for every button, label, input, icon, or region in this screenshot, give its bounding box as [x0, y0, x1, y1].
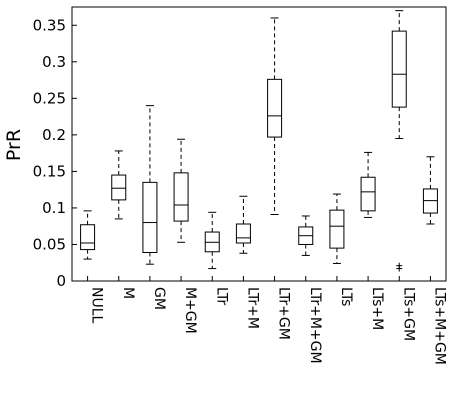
- box-iqr: [142, 181, 158, 254]
- box-LTr+GM: [267, 17, 283, 216]
- box-iqr: [111, 174, 127, 201]
- x-tick-label: LTr+M: [244, 287, 260, 329]
- x-tick-label: LTr+GM: [276, 287, 292, 340]
- box-LTs+GM: [391, 10, 407, 272]
- box-LTs: [329, 193, 345, 264]
- box-LTs+M: [360, 151, 376, 218]
- box-iqr: [267, 78, 283, 138]
- y-tick-label: 0.15: [33, 162, 66, 180]
- x-tick-label: LTr+M+GM: [307, 287, 323, 364]
- x-tick-label: M+GM: [182, 287, 198, 334]
- box-GM: [142, 105, 158, 265]
- y-tick-label: 0.2: [42, 126, 66, 144]
- box-iqr: [235, 223, 251, 244]
- x-tick-label: LTs+M: [369, 287, 385, 330]
- y-tick-label: 0.3: [42, 53, 66, 71]
- box-LTr+M: [235, 195, 251, 254]
- y-tick-label: 0.1: [42, 199, 66, 217]
- x-tick-label: LTr: [213, 287, 229, 305]
- box-M: [111, 150, 127, 220]
- box-NULL: [80, 210, 96, 260]
- box-iqr: [329, 209, 345, 249]
- x-tick-label: LTs: [338, 287, 354, 306]
- x-tick-label: M: [120, 287, 136, 299]
- x-tick-label: LTs+GM: [400, 287, 416, 341]
- box-iqr: [391, 30, 407, 108]
- x-tick-label: NULL: [89, 287, 105, 324]
- y-tick-label: 0.25: [33, 89, 66, 107]
- plot-frame: [71, 6, 447, 282]
- x-axis-labels: NULL M GM M+GM LTr LTr+M LTr+GM LTr+M+GM LTs LTs+…: [87, 276, 447, 365]
- box-iqr: [173, 172, 189, 222]
- box-iqr: [80, 224, 96, 251]
- box-LTs+M+GM: [422, 156, 438, 225]
- y-tick-label: 0: [56, 272, 66, 290]
- y-axis-label: PrR: [3, 129, 25, 161]
- box-iqr: [360, 176, 376, 212]
- y-axis: 0 0.05 0.1 0.15 0.2 0.25 0.3 0.35: [33, 16, 77, 290]
- box-LTr: [204, 211, 220, 270]
- box-M+GM: [173, 138, 189, 243]
- y-tick-label: 0.05: [33, 235, 66, 253]
- x-tick-label: GM: [151, 287, 167, 310]
- boxes: [80, 10, 438, 272]
- y-tick-label: 0.35: [33, 16, 66, 34]
- box-LTr+M+GM: [298, 215, 314, 256]
- x-tick-label: LTs+M+GM: [431, 287, 447, 365]
